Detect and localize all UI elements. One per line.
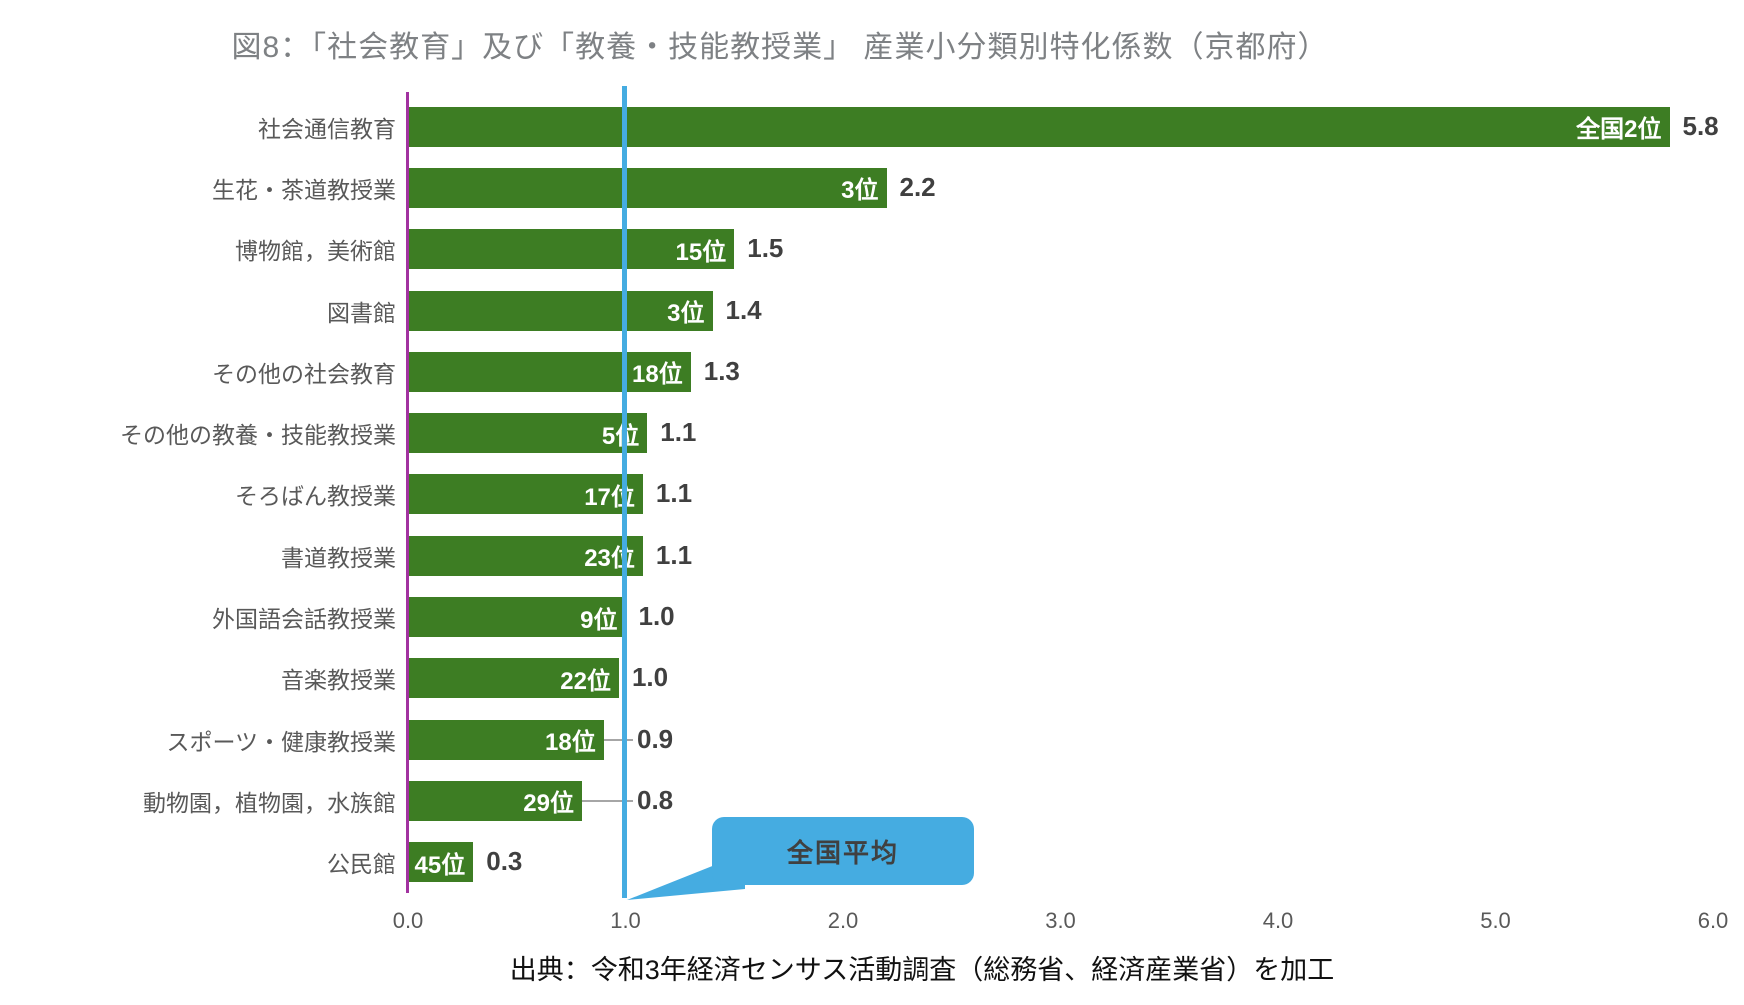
rank-badge: 22位 xyxy=(560,667,611,695)
value-label: 1.4 xyxy=(725,294,762,325)
rank-badge: 23位 xyxy=(584,545,635,573)
bar: 5位 xyxy=(408,413,648,454)
value-label: 1.5 xyxy=(747,233,784,264)
value-label: 1.3 xyxy=(703,355,740,386)
category-label: スポーツ・健康教授業 xyxy=(166,728,396,755)
rank-badge: 9位 xyxy=(580,606,618,634)
average-callout-label: 全国平均 xyxy=(786,837,899,868)
value-label: 1.1 xyxy=(655,539,693,570)
chart-title: 図8：「社会教育」及び「教養・技能教授業」 産業小分類別特化係数（京都府） xyxy=(231,31,1329,64)
rank-badge: 18位 xyxy=(545,729,596,757)
category-label: 公民館 xyxy=(327,851,396,878)
rank-badge: 45位 xyxy=(414,851,466,879)
bar: 18位 xyxy=(408,351,691,392)
bar: 17位 xyxy=(408,474,643,515)
bar: 9位 xyxy=(408,597,626,638)
value-label: 0.3 xyxy=(486,846,523,877)
bar: 全国2位 xyxy=(408,106,1670,147)
category-label: 書道教授業 xyxy=(281,544,396,571)
category-label: 動物園，植物園，水族館 xyxy=(143,789,396,816)
bar: 15位 xyxy=(408,229,735,270)
x-tick-label: 0.0 xyxy=(392,908,424,933)
rank-badge: 29位 xyxy=(523,790,574,818)
category-label: 生花・茶道教授業 xyxy=(212,176,396,203)
category-label: その他の教養・技能教授業 xyxy=(120,422,396,449)
rank-badge: 18位 xyxy=(632,361,683,389)
category-label: その他の社会教育 xyxy=(212,360,396,387)
value-label: 0.9 xyxy=(637,723,674,754)
rank-badge: 17位 xyxy=(584,483,635,511)
average-callout: 全国平均 xyxy=(712,817,974,885)
category-label: 博物館，美術館 xyxy=(235,238,396,265)
category-label: そろばん教授業 xyxy=(235,483,396,510)
x-tick-label: 1.0 xyxy=(610,908,641,933)
category-label: 外国語会話教授業 xyxy=(212,606,396,633)
bar: 29位 xyxy=(408,780,582,821)
value-label: 1.0 xyxy=(638,601,675,632)
value-label: 5.8 xyxy=(1682,110,1719,141)
rank-badge: 3位 xyxy=(667,300,705,328)
x-tick-label: 4.0 xyxy=(1262,908,1294,933)
bar: 3位 xyxy=(408,290,713,331)
x-tick-label: 6.0 xyxy=(1697,908,1729,933)
x-tick-label: 2.0 xyxy=(827,908,859,933)
value-label: 2.2 xyxy=(899,171,936,202)
category-label: 社会通信教育 xyxy=(258,115,396,142)
value-label: 1.0 xyxy=(631,662,669,693)
bar: 45位 xyxy=(408,842,474,883)
source-note: 出典：令和3年経済センサス活動調査（総務省、経済産業省）を加工 xyxy=(509,955,1335,985)
bar: 18位 xyxy=(408,719,604,760)
rank-badge: 3位 xyxy=(841,177,879,205)
value-label: 0.8 xyxy=(637,784,674,815)
value-label: 1.1 xyxy=(660,417,697,448)
bar: 22位 xyxy=(408,658,619,699)
national-average-line xyxy=(622,86,627,898)
x-tick-label: 3.0 xyxy=(1045,908,1076,933)
rank-badge: 5位 xyxy=(601,422,640,450)
leader-line xyxy=(582,799,633,802)
category-label: 図書館 xyxy=(327,299,396,326)
category-label: 音楽教授業 xyxy=(281,667,396,694)
zero-axis-line xyxy=(406,92,409,893)
rank-badge: 全国2位 xyxy=(1576,116,1662,144)
bar: 3位 xyxy=(408,167,887,208)
x-tick-label: 5.0 xyxy=(1480,908,1511,933)
value-label: 1.1 xyxy=(655,478,693,509)
bar: 23位 xyxy=(408,535,643,576)
leader-line xyxy=(603,738,633,741)
rank-badge: 15位 xyxy=(675,238,727,266)
